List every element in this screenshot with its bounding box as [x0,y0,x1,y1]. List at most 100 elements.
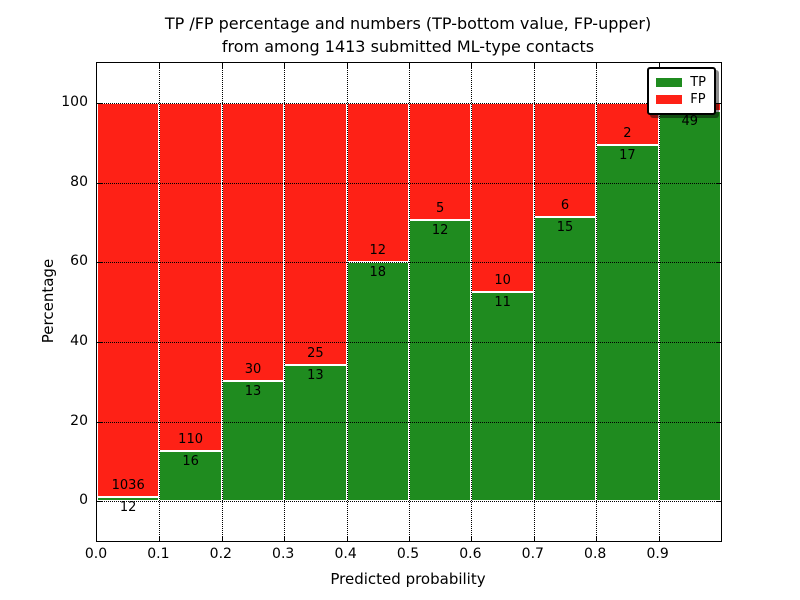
bar-fp-count-label: 2 [623,125,632,141]
legend-swatch-fp [656,95,683,104]
y-tick-mark [716,421,721,423]
y-tick-mark [97,182,102,184]
bar-tp-count-label: 18 [369,265,387,281]
bar-tp-segment [159,450,222,502]
legend-row-tp: TP [656,74,706,91]
grid-line-vertical [221,63,223,541]
legend-label-tp: TP [690,75,706,90]
x-tick-label: 0.3 [272,546,295,562]
bar-fp-count-label: 6 [560,197,570,213]
bar-tp-segment [533,216,597,502]
grid-line-vertical [533,63,535,541]
bar-tp-segment [97,496,160,502]
x-tick-mark [409,536,410,541]
y-tick-mark [97,501,102,503]
grid-line-vertical [409,63,410,541]
x-tick-label: 0.5 [396,546,420,562]
grid-line-vertical [346,63,348,541]
grid-line-vertical [159,63,161,541]
y-tick-label: 20 [70,412,88,429]
legend-swatch-tp [656,78,683,87]
legend-row-fp: FP [656,91,706,108]
x-tick-mark [471,536,473,541]
x-tick-label: 0.8 [584,546,607,562]
y-tick-mark [97,341,102,343]
bar-tp-segment [284,364,347,502]
x-tick-label: 0.7 [521,546,544,562]
x-tick-label: 0.0 [84,546,108,562]
y-tick-label: 40 [70,332,88,349]
plot-area: TP FP 1036 12 110 16 30 13 25 13 12 18 5 12 10 11 6 15 2 1… [96,62,722,542]
bar-tp-segment [658,110,721,502]
x-tick-label: 0.4 [334,546,357,562]
y-tick-mark [97,102,102,104]
x-tick-mark [346,63,348,68]
bar-tp-count-label: 13 [307,367,324,383]
y-tick-mark [97,262,102,264]
grid-line-vertical [471,63,473,541]
x-tick-label: 0.6 [459,546,482,562]
x-tick-mark [159,536,161,541]
bar-fp-segment [409,102,472,220]
bar-fp-segment [471,102,534,293]
bar-fp-segment [221,102,285,381]
bar-tp-count-label: 49 [681,113,699,129]
x-tick-label: 0.2 [209,546,232,562]
bar-fp-count-label: 5 [436,200,445,216]
bar-tp-count-label: 12 [119,499,137,515]
bar-fp-count-label: 25 [307,345,324,361]
grid-line-vertical [658,63,660,541]
grid-line-vertical [284,63,286,541]
x-tick-mark [533,63,535,68]
bar-fp-count-label: 110 [178,431,204,447]
bar-fp-count-label: 10 [494,273,511,289]
y-tick-mark [716,102,721,104]
x-axis-label: Predicted probability [330,570,486,588]
bar-fp-segment [159,102,222,451]
bar-fp-segment [284,102,347,365]
y-tick-mark [716,182,721,184]
chart-title: TP /FP percentage and numbers (TP-bottom… [96,12,720,58]
x-tick-mark [346,536,348,541]
x-tick-mark [596,63,598,68]
x-tick-mark [658,63,660,68]
x-tick-mark [596,536,598,541]
x-tick-mark [284,63,286,68]
bar-tp-count-label: 15 [556,219,574,235]
bar-fp-segment [97,102,160,497]
legend-label-fp: FP [690,92,706,107]
bar-tp-segment [471,292,534,502]
bar-fp-count-label: 1036 [111,477,145,493]
x-tick-label: 0.1 [147,546,170,562]
bar-tp-count-label: 16 [182,453,199,469]
x-tick-mark [221,63,223,68]
chart-title-line1: TP /FP percentage and numbers (TP-bottom… [164,14,652,33]
x-tick-mark [409,63,410,68]
bar-tp-count-label: 11 [494,295,511,311]
x-tick-mark [533,536,535,541]
y-tick-label: 100 [61,93,88,110]
y-tick-mark [716,501,721,503]
x-tick-mark [471,63,473,68]
chart-title-line2: from among 1413 submitted ML-type contac… [221,37,595,56]
bar-tp-count-label: 13 [244,383,262,399]
legend: TP FP [647,67,716,115]
y-tick-label: 80 [70,173,88,190]
x-tick-mark [159,63,161,68]
y-axis-label: Percentage [39,258,57,344]
x-tick-mark [221,536,223,541]
y-tick-label: 0 [79,492,88,509]
y-tick-label: 60 [70,253,88,270]
bar-fp-count-label: 30 [244,361,262,377]
bar-tp-count-label: 17 [619,147,636,163]
bar-tp-count-label: 12 [431,222,449,238]
bar-tp-segment [596,144,659,502]
y-tick-mark [716,262,721,264]
x-tick-label: 0.9 [646,546,669,562]
grid-line-vertical [596,63,598,541]
bar-fp-segment [533,102,597,217]
bar-tp-segment [346,262,409,502]
x-tick-mark [658,536,660,541]
y-tick-mark [716,341,721,343]
